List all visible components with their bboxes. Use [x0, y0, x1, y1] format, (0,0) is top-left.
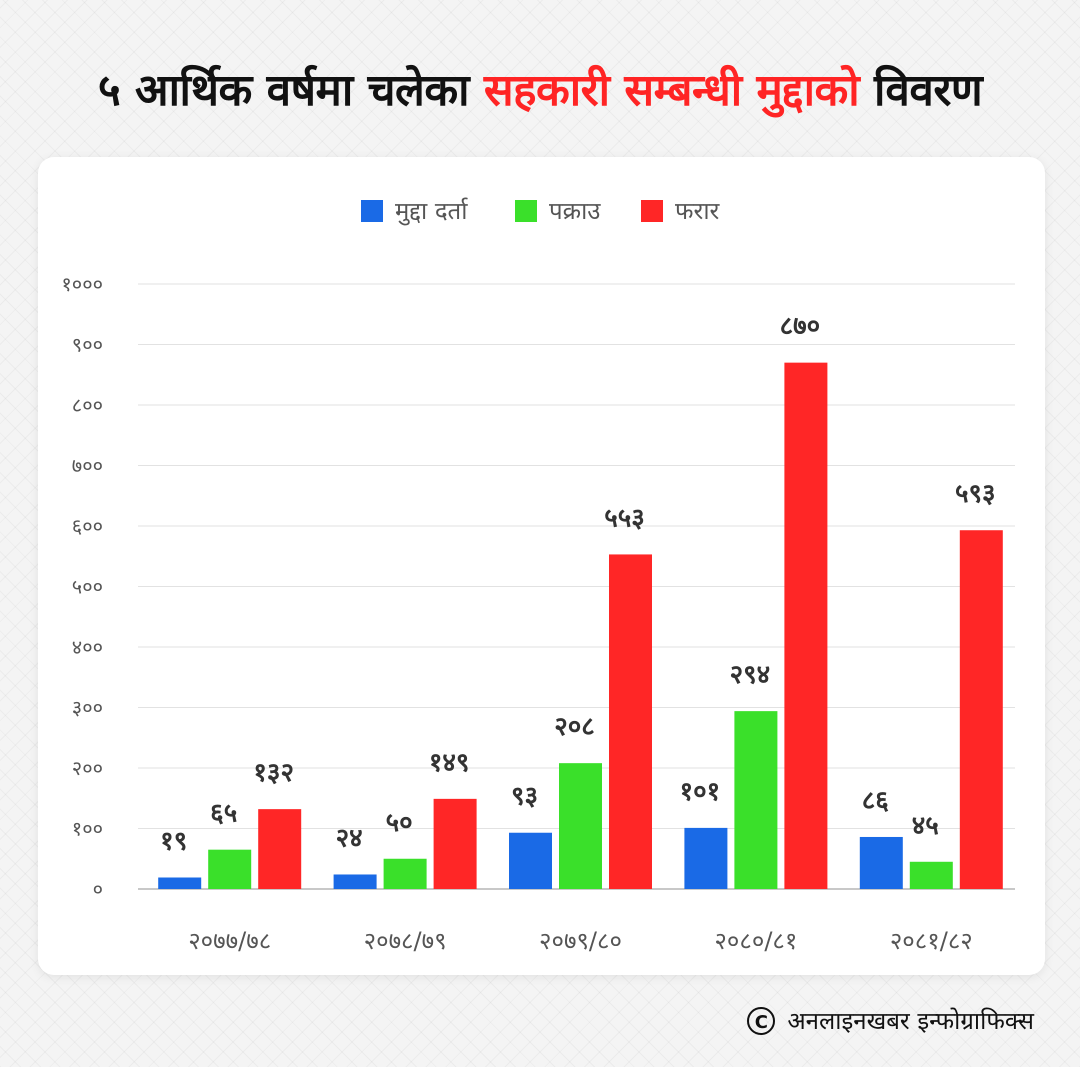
y-tick-label: २०० [72, 756, 103, 780]
data-label: १०१ [680, 777, 721, 807]
data-label: ५९३ [955, 479, 996, 509]
legend-label: फरार [675, 197, 721, 225]
y-tick-label: ९०० [72, 333, 103, 357]
legend-swatch [641, 200, 663, 222]
y-tick-label: ८०० [72, 393, 103, 417]
legend-label: पक्राउ [549, 197, 601, 225]
legend-label: मुद्दा दर्ता [395, 197, 468, 226]
bar [684, 827, 728, 889]
bar-chart: ० १०० २०० ३०० ४०० ५०० ६०० ७०० ८०० ९०० १००० मुद्दा द… [61, 197, 1015, 955]
y-tick-label: ७०० [72, 454, 103, 478]
y-tick-label: ० [93, 877, 103, 901]
bar [258, 809, 302, 889]
bar [909, 861, 953, 889]
credit-line: C अनलाइनखबर इन्फोग्राफिक्स [747, 1004, 1034, 1037]
bar [509, 832, 552, 889]
bar [433, 798, 477, 889]
bar [859, 836, 903, 889]
data-label: १४९ [429, 748, 470, 778]
bar [784, 362, 828, 889]
data-label: ६५ [210, 799, 237, 829]
y-tick-label: १००० [61, 272, 103, 296]
bar [959, 530, 1003, 889]
data-label: ५० [386, 808, 413, 838]
x-tick-label: २०८१/८२ [890, 927, 973, 955]
bar [559, 763, 602, 889]
y-tick-label: १०० [72, 817, 103, 841]
x-tick-label: २०८०/८१ [714, 927, 797, 955]
bar [333, 874, 377, 889]
data-label: ८७० [780, 312, 821, 342]
x-tick-label: २०७८/७९ [364, 927, 447, 955]
title-part-1: ५ आर्थिक वर्षमा चलेका [97, 65, 484, 116]
x-tick-label: २०७७/७८ [188, 927, 271, 955]
data-label: २९४ [730, 660, 771, 690]
data-label: २०८ [554, 712, 595, 742]
legend-swatch [361, 200, 383, 222]
bar [208, 849, 252, 889]
bar [383, 858, 427, 889]
data-label: ८६ [862, 786, 889, 816]
data-label: १९ [160, 827, 187, 857]
bar [609, 554, 652, 889]
legend-swatch [515, 200, 537, 222]
chart-card: ० १०० २०० ३०० ४०० ५०० ६०० ७०० ८०० ९०० १००० मुद्दा द… [38, 157, 1045, 975]
data-label: ५५३ [604, 503, 645, 533]
copyright-icon: C [747, 1006, 776, 1035]
title-part-2: विवरण [859, 65, 983, 116]
y-tick-label: ५०० [72, 575, 103, 599]
credit-text: अनलाइनखबर इन्फोग्राफिक्स [787, 1007, 1034, 1035]
chart-title: ५ आर्थिक वर्षमा चलेका सहकारी सम्बन्धी मु… [0, 58, 1080, 118]
bar [158, 877, 202, 889]
y-tick-label: ३०० [72, 696, 103, 720]
title-highlight: सहकारी सम्बन्धी मुद्दाको [483, 65, 860, 116]
data-label: २४ [336, 823, 363, 853]
data-label: ९३ [511, 782, 538, 812]
y-tick-label: ६०० [72, 514, 103, 538]
bar [734, 711, 778, 889]
x-tick-label: २०७९/८० [539, 927, 622, 955]
data-label: ४५ [912, 811, 939, 841]
data-label: १३२ [253, 758, 294, 788]
y-tick-label: ४०० [72, 635, 103, 659]
